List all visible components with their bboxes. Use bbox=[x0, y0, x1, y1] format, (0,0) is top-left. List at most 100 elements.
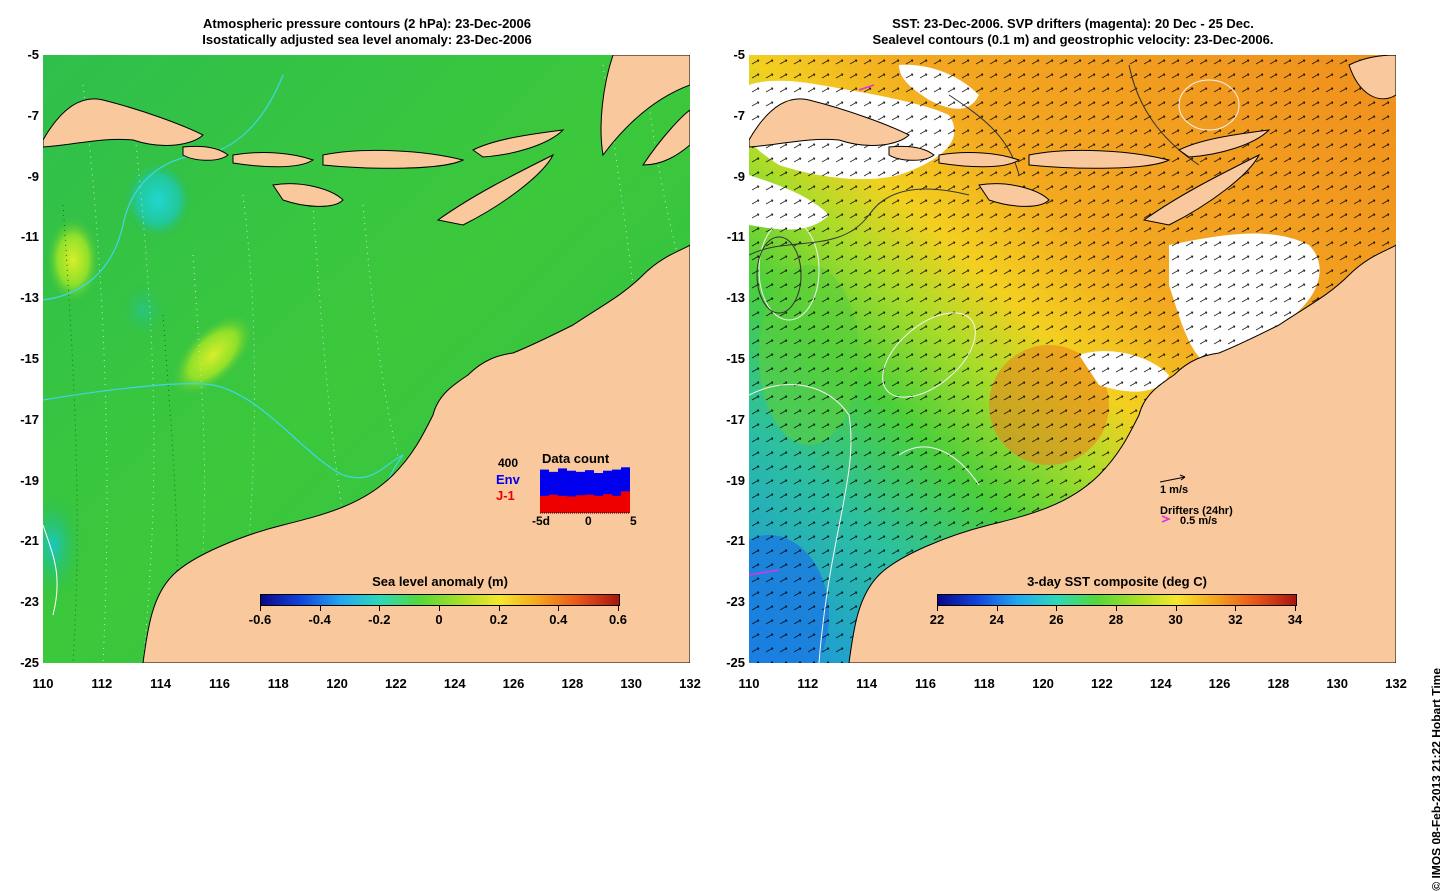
colorbar-label: 0.2 bbox=[489, 612, 508, 627]
right-y-tick-label: -7 bbox=[733, 107, 745, 123]
colorbar-tick bbox=[379, 606, 381, 611]
colorbar-tick bbox=[319, 606, 321, 611]
j1-bar bbox=[621, 491, 630, 513]
j1-bar bbox=[549, 494, 558, 513]
colorbar-label: -0.4 bbox=[308, 612, 331, 627]
colorbar-label: -0.6 bbox=[248, 612, 272, 627]
timor-right bbox=[1142, 153, 1261, 226]
colorbar-label: 26 bbox=[1049, 612, 1064, 627]
colorbar-tick bbox=[996, 606, 998, 611]
colorbar-label: 0 bbox=[435, 612, 443, 627]
j1-bar bbox=[558, 495, 567, 513]
right-x-tick-label: 122 bbox=[1091, 676, 1113, 691]
tanimbar bbox=[600, 55, 690, 157]
australia-mainland-right bbox=[848, 244, 1396, 663]
colorbar-tick bbox=[1235, 606, 1237, 611]
left-y-tick-label: -21 bbox=[20, 533, 39, 549]
left-x-tick-label: 112 bbox=[91, 676, 113, 691]
land bbox=[43, 55, 690, 663]
pressure-contours bbox=[82, 64, 684, 663]
right-y-tick-label: -9 bbox=[733, 168, 745, 184]
drifter-tracks bbox=[749, 84, 875, 576]
right-colorbar bbox=[937, 594, 1297, 606]
right-x-tick-label: 132 bbox=[1385, 676, 1407, 691]
credit-text: © IMOS 08-Feb-2013 21:22 Hobart Time bbox=[1430, 668, 1440, 891]
left-y-tick-label: -5 bbox=[27, 47, 39, 62]
anomaly-low-3 bbox=[118, 280, 168, 340]
left-title-line2: Isostatically adjusted sea level anomaly… bbox=[202, 32, 532, 47]
left-x-tick-label: 116 bbox=[208, 676, 230, 691]
sealevel-contours bbox=[749, 79, 1240, 663]
inset-x-label-start: -5d bbox=[532, 514, 550, 528]
lombok-sumbawa bbox=[232, 152, 315, 168]
sea-level-anomaly-map bbox=[43, 55, 690, 663]
j1-bar bbox=[594, 495, 603, 513]
colorbar-tick bbox=[1056, 606, 1058, 611]
env-bar bbox=[567, 470, 576, 513]
env-bar bbox=[603, 470, 612, 513]
env-bar bbox=[621, 467, 630, 513]
colorbar-tick bbox=[1116, 606, 1117, 611]
bali-island bbox=[182, 145, 229, 161]
left-y-tick-label: -23 bbox=[20, 594, 39, 610]
colorbar-tick bbox=[1295, 606, 1296, 611]
flores-right bbox=[1028, 149, 1171, 169]
left-x-tick-label: 122 bbox=[385, 676, 407, 691]
right-title: SST: 23-Dec-2006. SVP drifters (magenta)… bbox=[749, 16, 1397, 48]
right-x-tick-label: 126 bbox=[1208, 676, 1231, 691]
colorbar-tick bbox=[618, 606, 619, 611]
left-x-tick-label: 124 bbox=[443, 676, 466, 691]
j1-bar bbox=[576, 495, 585, 513]
left-x-tick-label: 110 bbox=[32, 676, 54, 691]
left-colorbar bbox=[260, 594, 620, 606]
colorbar-label: 28 bbox=[1108, 612, 1124, 627]
small-island bbox=[642, 109, 690, 166]
colorbar-tick bbox=[260, 606, 261, 611]
colorbar-label: 32 bbox=[1228, 612, 1243, 627]
right-y-tick-label: -5 bbox=[733, 47, 745, 62]
right-x-tick-label: 118 bbox=[973, 676, 995, 691]
j1-bar bbox=[585, 494, 594, 513]
left-x-tick-label: 114 bbox=[150, 676, 172, 691]
right-title-line1: SST: 23-Dec-2006. SVP drifters (magenta)… bbox=[892, 16, 1254, 31]
left-y-tick-label: -11 bbox=[20, 229, 39, 245]
left-y-tick-label: -19 bbox=[20, 472, 39, 488]
left-title: Atmospheric pressure contours (2 hPa): 2… bbox=[43, 16, 691, 48]
inset-title: Data count bbox=[542, 451, 610, 466]
colorbar-tick bbox=[498, 606, 500, 611]
right-x-tick-label: 116 bbox=[914, 676, 936, 691]
right-x-tick-label: 114 bbox=[856, 676, 878, 691]
velocity-scale-label: 1 m/s bbox=[1160, 484, 1189, 496]
bali-island-right bbox=[888, 145, 935, 161]
drifter-legend-arrow bbox=[1161, 515, 1171, 523]
inset-env-label: Env bbox=[496, 472, 520, 487]
right-map bbox=[749, 55, 1396, 663]
j1-bar bbox=[603, 494, 612, 513]
j1-bar bbox=[567, 496, 576, 513]
colorbar-label: -0.2 bbox=[368, 612, 391, 627]
java-island bbox=[43, 98, 204, 148]
env-bar bbox=[612, 469, 621, 513]
env-bar bbox=[540, 469, 549, 513]
right-y-tick-label: -21 bbox=[726, 533, 745, 549]
colorbar-tick bbox=[439, 606, 440, 611]
right-y-tick-label: -11 bbox=[726, 229, 745, 245]
australia-mainland bbox=[142, 244, 690, 663]
env-bar bbox=[558, 468, 567, 513]
sst-map bbox=[749, 55, 1396, 663]
sealevel-contours-dark bbox=[749, 64, 1200, 314]
right-y-tick-label: -17 bbox=[726, 411, 745, 427]
left-map bbox=[43, 55, 690, 663]
alor bbox=[472, 129, 565, 158]
inset-x-label-end: 5 bbox=[630, 514, 637, 528]
left-x-tick-label: 132 bbox=[679, 676, 701, 691]
sumba-island bbox=[272, 183, 344, 207]
j1-bar bbox=[540, 495, 549, 513]
anomaly-low-1 bbox=[123, 160, 193, 240]
timor-island bbox=[436, 153, 555, 226]
land-right bbox=[749, 55, 1396, 663]
left-x-tick-label: 126 bbox=[502, 676, 525, 691]
right-x-tick-label: 110 bbox=[738, 676, 760, 691]
left-x-tick-label: 120 bbox=[326, 676, 348, 691]
flores bbox=[322, 149, 465, 169]
